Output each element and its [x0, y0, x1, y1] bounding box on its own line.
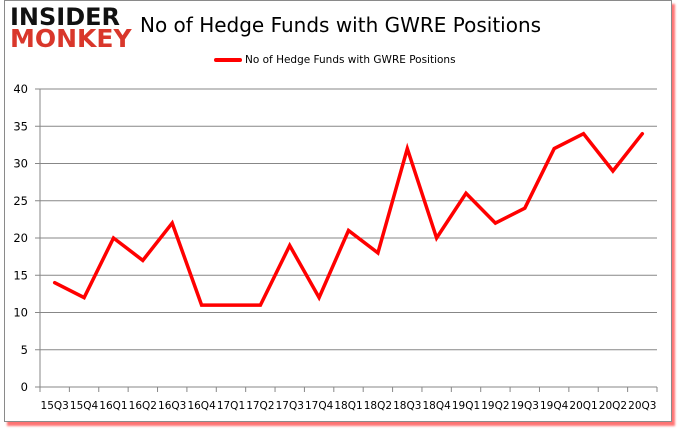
- x-tick-label: 16Q1: [99, 400, 127, 412]
- y-tick-label: 35: [13, 119, 28, 133]
- x-tick-label: 17Q3: [276, 400, 304, 412]
- logo-line-2: MONKEY: [10, 24, 132, 53]
- x-tick-label: 20Q2: [599, 400, 627, 412]
- x-tick-label: 19Q1: [452, 400, 480, 412]
- x-tick-label: 20Q3: [628, 400, 656, 412]
- legend-label: No of Hedge Funds with GWRE Positions: [245, 54, 456, 66]
- x-tick-label: 19Q4: [540, 400, 569, 412]
- y-tick-label: 10: [13, 306, 28, 320]
- x-tick-label: 18Q4: [422, 400, 451, 412]
- y-tick-label: 40: [13, 82, 28, 96]
- x-tick-label: 18Q3: [393, 400, 421, 412]
- x-tick-label: 18Q1: [334, 400, 362, 412]
- x-tick-label: 17Q2: [246, 400, 274, 412]
- legend-line-swatch-icon: [214, 58, 242, 62]
- x-tick-label: 17Q4: [305, 400, 334, 412]
- chart-title: No of Hedge Funds with GWRE Positions: [140, 13, 542, 37]
- x-tick-label: 16Q2: [129, 400, 157, 412]
- logo-line-1: INSIDER: [10, 3, 121, 31]
- insider-monkey-logo: INSIDER MONKEY: [10, 3, 132, 56]
- x-tick-label: 17Q1: [217, 400, 245, 412]
- x-tick-label: 16Q3: [158, 400, 186, 412]
- x-tick-label: 16Q4: [187, 400, 216, 412]
- y-tick-label: 15: [13, 268, 28, 282]
- x-tick-label: 15Q4: [70, 400, 99, 412]
- x-tick-label: 20Q1: [569, 400, 597, 412]
- y-tick-label: 0: [21, 380, 28, 394]
- y-tick-label: 20: [13, 231, 28, 245]
- series-line: [52, 131, 645, 307]
- x-tick-label: 18Q2: [364, 400, 392, 412]
- y-tick-label: 30: [13, 157, 28, 171]
- y-tick-label: 5: [21, 343, 28, 357]
- x-tick-label: 19Q3: [511, 400, 539, 412]
- y-tick-label: 25: [13, 194, 28, 208]
- x-tick-label: 15Q3: [41, 400, 69, 412]
- x-tick-label: 19Q2: [481, 400, 509, 412]
- chart-frame: [4, 0, 672, 422]
- chart-legend: No of Hedge Funds with GWRE Positions: [214, 54, 456, 66]
